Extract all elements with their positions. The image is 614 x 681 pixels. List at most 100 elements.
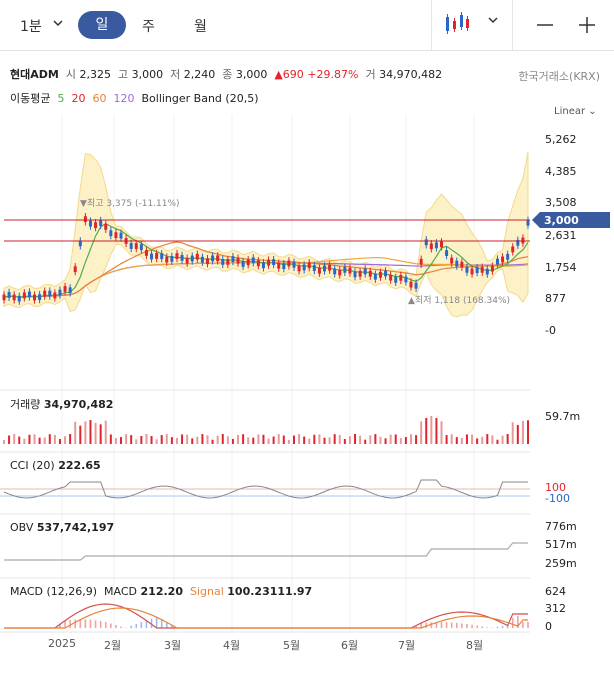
candle xyxy=(414,282,418,289)
volume-bar xyxy=(333,434,336,444)
candle xyxy=(185,257,189,264)
volume-bar xyxy=(226,436,229,444)
tab-day[interactable]: 일 xyxy=(78,11,126,39)
candle xyxy=(424,239,428,246)
volume-bar xyxy=(211,439,214,444)
volume-bar xyxy=(206,435,209,444)
volume-bar xyxy=(328,437,331,444)
volume-bar xyxy=(521,420,524,444)
candle xyxy=(312,265,316,271)
macd-histogram-bar xyxy=(511,617,514,629)
volume-bar xyxy=(181,434,184,444)
macd-histogram-bar xyxy=(415,625,417,629)
volume-bar xyxy=(409,434,412,444)
candle xyxy=(155,253,159,259)
volume-bar xyxy=(476,438,479,444)
volume-bar xyxy=(277,434,280,444)
macd-histogram-bar xyxy=(481,626,484,629)
candle xyxy=(384,270,388,277)
volume-bar xyxy=(99,424,102,444)
macd-histogram-bar xyxy=(130,625,132,629)
volume-bar xyxy=(308,438,311,444)
volume-bar xyxy=(186,434,189,444)
price-tick: 1,754 xyxy=(545,261,577,274)
obv-tick: 259m xyxy=(545,557,577,570)
x-tick: 4월 xyxy=(223,639,241,652)
x-tick: 7월 xyxy=(398,639,416,652)
candle xyxy=(450,257,454,264)
interval-select[interactable]: 1분 xyxy=(20,19,42,35)
candle xyxy=(170,255,174,262)
candle xyxy=(394,276,398,283)
close-value: 3,000 xyxy=(235,68,268,81)
candle xyxy=(150,253,154,260)
macd-histogram-bar xyxy=(455,622,458,629)
volume-bar xyxy=(48,434,51,444)
macd-histogram-bar xyxy=(165,622,168,629)
volume-bar xyxy=(160,435,163,444)
macd-histogram-bar xyxy=(94,620,97,629)
volume-bar xyxy=(201,434,204,444)
volume-bar xyxy=(18,436,21,444)
candle xyxy=(58,289,62,296)
volume-bar xyxy=(13,434,16,444)
volume-bar xyxy=(231,438,234,444)
volume-bar xyxy=(104,420,107,444)
candle xyxy=(490,265,494,272)
volume-bar xyxy=(130,435,133,444)
macd-histogram-bar xyxy=(506,625,509,629)
volume-bar xyxy=(262,434,265,444)
volume-bar xyxy=(58,439,61,444)
obv-tick: 517m xyxy=(545,538,577,551)
volume-bar xyxy=(364,439,367,444)
macd-histogram-bar xyxy=(140,622,143,629)
volume-bar xyxy=(140,435,143,444)
candle xyxy=(231,256,235,262)
candle xyxy=(180,254,184,261)
max-annotation: ▼최고 3,375 (-11.11%) xyxy=(80,199,180,209)
candle xyxy=(485,268,489,275)
volume-bar xyxy=(287,439,290,444)
candle xyxy=(165,256,169,263)
cci-tick: 100 xyxy=(545,481,566,494)
candle xyxy=(434,242,438,249)
volume-bar xyxy=(303,436,306,444)
candle xyxy=(348,267,352,274)
price-tick: 877 xyxy=(545,292,566,305)
candle xyxy=(99,220,103,226)
candle xyxy=(317,267,321,274)
toolbar: 1분 일 주 월 xyxy=(0,0,614,51)
volume-bar xyxy=(415,435,418,444)
candle xyxy=(404,276,408,283)
candle xyxy=(272,259,276,266)
candle-chart-icon[interactable] xyxy=(0,0,614,50)
scale-select[interactable]: Linear ⌄ xyxy=(554,106,597,117)
candle xyxy=(261,262,265,269)
volume-bar xyxy=(399,438,402,444)
volume-bar xyxy=(404,437,407,444)
current-price-badge-bg xyxy=(532,212,610,228)
tab-month[interactable]: 월 xyxy=(194,19,207,35)
candle xyxy=(88,220,92,227)
x-tick: 8월 xyxy=(466,639,484,652)
candle xyxy=(175,253,179,259)
high-value: 3,000 xyxy=(131,68,164,81)
macd-histogram-bar xyxy=(517,615,519,629)
candle xyxy=(343,266,347,273)
volume-bar xyxy=(374,434,377,444)
tab-week[interactable]: 주 xyxy=(142,19,155,35)
volume-bar xyxy=(252,437,255,444)
macd-histogram-bar xyxy=(84,619,87,629)
macd-histogram-bar xyxy=(110,623,112,629)
current-price-badge: 3,000 xyxy=(544,214,579,227)
volume-bar xyxy=(511,422,514,444)
volume-bar xyxy=(165,434,168,444)
volume-bar xyxy=(89,420,92,444)
macd-histogram-bar xyxy=(461,623,463,629)
volume-bar xyxy=(389,434,392,444)
candle xyxy=(48,290,52,297)
volume-bar xyxy=(348,436,351,444)
candle-chart-icon xyxy=(446,12,469,34)
candle xyxy=(53,292,57,299)
